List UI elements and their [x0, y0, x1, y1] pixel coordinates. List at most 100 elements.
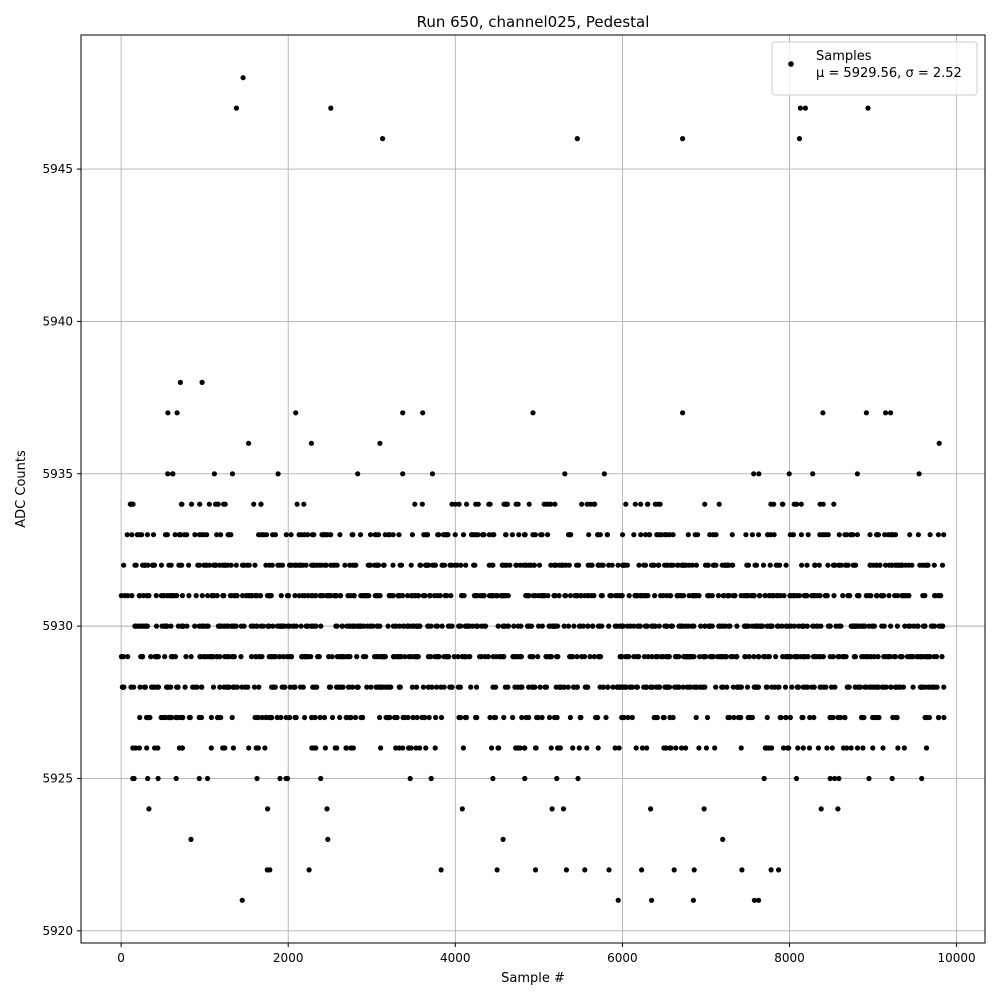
data-point: [259, 714, 265, 721]
data-point: [501, 714, 507, 721]
data-point: [413, 654, 419, 660]
data-point: [710, 532, 716, 538]
data-point: [515, 684, 521, 690]
data-point: [288, 654, 295, 660]
data-point: [460, 745, 466, 751]
data-point: [166, 562, 172, 568]
x-tick-label: 10000: [937, 951, 975, 965]
data-point: [842, 714, 848, 721]
data-point: [652, 714, 658, 721]
data-point: [539, 623, 545, 629]
data-point: [436, 532, 442, 538]
data-point: [204, 775, 211, 782]
data-point: [179, 593, 185, 599]
data-point: [396, 532, 402, 538]
data-point: [334, 562, 340, 568]
data-point: [702, 501, 708, 507]
data-point: [407, 775, 413, 782]
data-point: [162, 623, 168, 629]
data-point: [803, 593, 809, 599]
data-point: [351, 623, 357, 629]
data-point: [894, 714, 900, 721]
data-point: [220, 745, 226, 751]
data-point: [409, 532, 415, 538]
data-point: [880, 745, 886, 751]
data-point: [457, 684, 463, 690]
data-point: [800, 623, 806, 629]
data-point: [412, 593, 418, 599]
data-point: [145, 562, 151, 568]
data-point: [818, 623, 824, 629]
data-point: [412, 501, 418, 507]
data-point: [536, 623, 542, 629]
data-point: [419, 501, 425, 507]
data-point: [715, 593, 722, 599]
data-point: [343, 745, 350, 751]
data-point: [546, 714, 553, 721]
data-point: [485, 654, 491, 660]
data-point: [941, 714, 947, 721]
data-point: [205, 654, 211, 660]
data-point: [386, 684, 392, 690]
data-point: [511, 623, 517, 629]
data-point: [400, 623, 406, 629]
data-point: [208, 714, 214, 721]
data-point: [125, 654, 131, 660]
data-point: [500, 562, 506, 568]
data-point: [638, 501, 644, 507]
x-tick-label: 0: [117, 951, 125, 965]
data-point: [824, 593, 830, 599]
data-point: [829, 745, 835, 751]
data-point: [788, 593, 794, 599]
data-point: [313, 593, 319, 599]
data-point: [749, 714, 756, 721]
data-point: [318, 775, 324, 782]
data-point: [789, 684, 795, 690]
data-point: [158, 562, 164, 568]
data-point: [636, 562, 642, 568]
data-point: [530, 532, 536, 538]
data-point: [308, 654, 314, 660]
data-point: [651, 562, 657, 568]
data-point: [473, 623, 479, 629]
data-point: [756, 654, 762, 660]
data-point: [509, 714, 516, 721]
data-point: [548, 501, 554, 507]
data-point: [890, 714, 896, 721]
data-point: [656, 684, 663, 690]
data-point: [914, 654, 920, 660]
data-point: [574, 593, 580, 599]
data-point: [535, 654, 541, 660]
data-point: [745, 714, 751, 721]
data-point: [870, 623, 876, 629]
data-point: [916, 471, 922, 477]
data-point: [879, 684, 885, 690]
data-point: [642, 562, 649, 568]
data-point: [565, 532, 572, 538]
data-point: [911, 623, 917, 629]
data-point: [168, 654, 174, 660]
data-point: [623, 654, 629, 660]
data-point: [217, 684, 223, 690]
data-point: [766, 593, 772, 599]
data-point: [534, 714, 540, 721]
data-point: [417, 562, 423, 568]
data-point: [805, 654, 811, 660]
data-point: [228, 562, 234, 568]
data-point: [473, 684, 480, 690]
data-point: [459, 806, 465, 812]
data-point: [293, 623, 299, 629]
data-point: [317, 593, 323, 599]
data-point: [354, 684, 360, 690]
data-point: [814, 623, 820, 629]
data-point: [710, 562, 716, 568]
data-point: [610, 684, 616, 690]
data-point: [777, 562, 783, 568]
data-point: [171, 593, 177, 599]
data-point: [815, 745, 822, 751]
data-point: [276, 654, 282, 660]
data-point: [656, 623, 662, 629]
data-point: [226, 532, 232, 538]
data-point: [133, 562, 139, 568]
data-point: [584, 745, 590, 751]
